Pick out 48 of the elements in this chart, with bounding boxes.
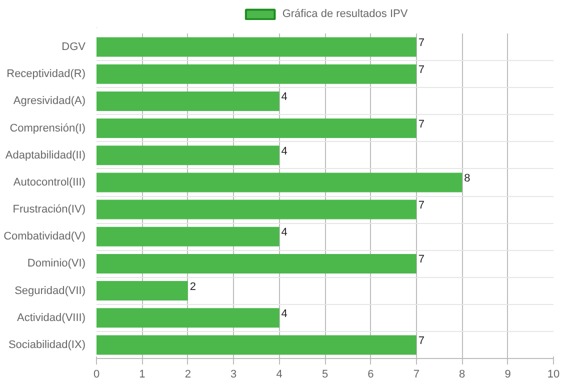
y-tick-label: Autocontrol(III) [13,176,86,188]
bar [96,281,188,301]
bar [96,64,416,84]
data-label: 4 [281,226,288,239]
y-tick-label: DGV [62,41,86,54]
data-label: 7 [418,200,425,212]
x-tick-label: 3 [230,368,237,380]
bar [96,37,416,57]
x-tick-label: 1 [139,368,146,380]
data-label: 4 [281,145,288,158]
y-tick-label: Combatividad(V) [4,230,86,243]
data-label: 7 [418,254,425,266]
bar [96,118,416,138]
data-label: 7 [418,334,425,347]
y-tick-label: Seguridad(VII) [14,284,86,297]
legend-label: Gráfica de resultados IPV [282,8,408,20]
bar [96,308,280,328]
x-tick-label: 8 [459,368,466,380]
data-label: 4 [281,308,288,320]
x-tick-label: 9 [504,368,511,380]
data-label: 7 [418,118,425,130]
y-tick-label: Actividad(VIII) [17,312,86,324]
bar [96,226,280,246]
x-tick-label: 10 [547,368,560,380]
data-label: 7 [418,64,425,76]
bar [96,91,280,111]
bar [96,335,416,355]
y-tick-label: Comprensión(I) [10,122,86,134]
y-tick-label: Sociabilidad(IX) [8,338,86,351]
data-label: 7 [418,37,425,50]
bar [96,172,462,192]
y-tick-label: Adaptabilidad(II) [5,149,86,162]
x-tick-label: 4 [276,368,282,380]
y-tick-label: Frustración(IV) [12,204,86,216]
x-tick-label: 0 [93,368,100,380]
y-tick-label: Receptividad(R) [6,68,86,80]
bar [96,200,416,220]
y-tick-label: Agresividad(A) [13,95,86,108]
x-tick-label: 6 [368,368,374,380]
x-tick-label: 2 [184,368,191,380]
data-label: 8 [464,172,470,184]
x-tick-label: 7 [413,368,420,380]
y-tick-label: Dominio(VI) [27,258,86,270]
data-label: 4 [281,91,288,104]
x-tick-label: 5 [322,368,328,380]
data-label: 2 [190,280,196,293]
bar [96,254,416,274]
bar [96,146,280,166]
